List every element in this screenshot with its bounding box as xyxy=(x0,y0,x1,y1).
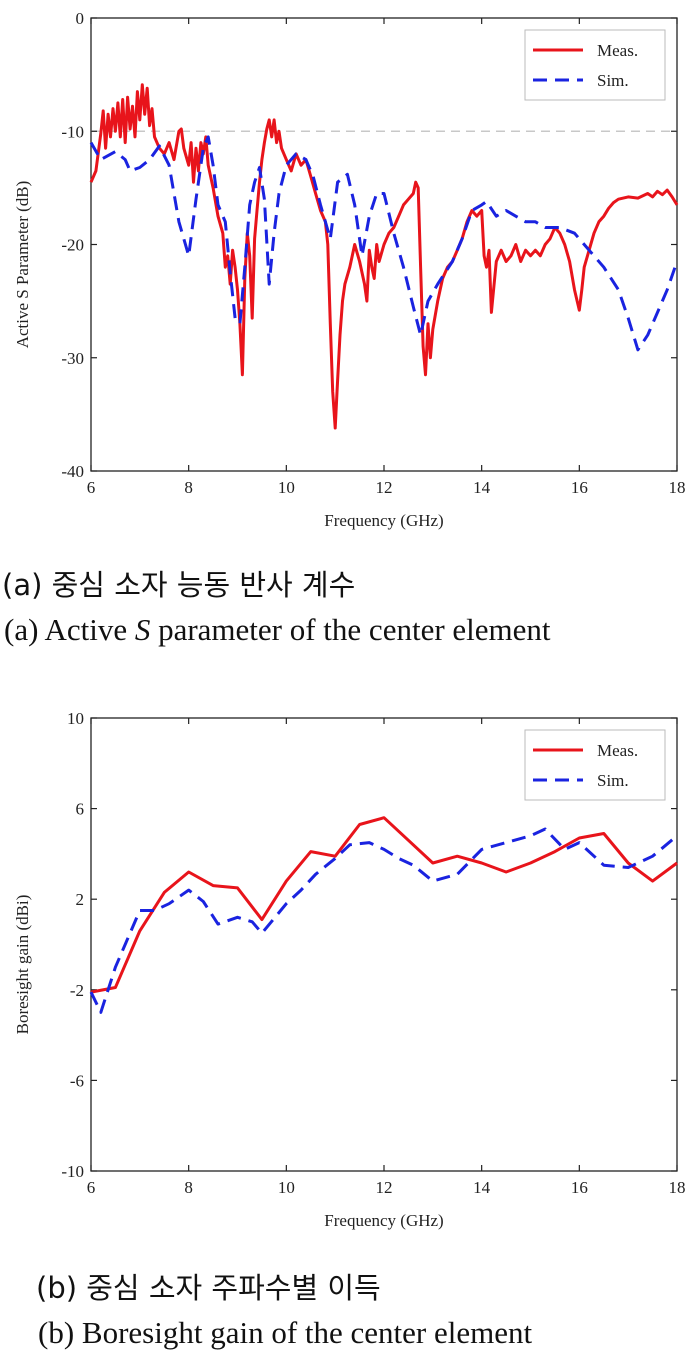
chart-b-xtick-label-18: 18 xyxy=(669,1178,686,1197)
chart-b-series-meas xyxy=(90,816,678,994)
chart-a-xtick-label-6: 6 xyxy=(87,478,96,497)
chart-a-legend-label-0: Meas. xyxy=(597,41,638,60)
chart-b-ytick-label--10: -10 xyxy=(61,1162,84,1181)
chart-a-series-sim xyxy=(89,135,679,352)
chart-b-xtick-label-6: 6 xyxy=(87,1178,96,1197)
chart-a-xtick-label-14: 14 xyxy=(473,478,491,497)
chart-b-ytick-label--6: -6 xyxy=(70,1071,84,1090)
caption-a-english-prefix: (a) Active xyxy=(4,612,135,647)
caption-a-english-italic-s: S xyxy=(134,612,151,647)
chart-b-xtick-label-8: 8 xyxy=(184,1178,193,1197)
chart-a-xtick-label-10: 10 xyxy=(278,478,295,497)
caption-a-english-suffix: parameter of the center element xyxy=(150,612,551,647)
chart-a-xtick-label-12: 12 xyxy=(376,478,393,497)
chart-boresight-gain: 6 8 10 12 14 16 18 10 6 2 -2 -6 -10 Frequency (GHz) Bo… xyxy=(13,709,686,1230)
chart-b-xtick-label-14: 14 xyxy=(473,1178,491,1197)
chart-a-ytick-label-0: 0 xyxy=(76,9,85,28)
chart-a-xtick-label-18: 18 xyxy=(669,478,686,497)
chart-a-xtick-label-16: 16 xyxy=(571,478,588,497)
caption-b-korean: (b) 중심 소자 주파수별 이득 xyxy=(36,1271,381,1305)
chart-b-xlabel: Frequency (GHz) xyxy=(324,1211,443,1230)
chart-b-ytick-label-10: 10 xyxy=(67,709,84,728)
chart-b-legend-label-1: Sim. xyxy=(597,771,629,790)
chart-b-xtick-label-12: 12 xyxy=(376,1178,393,1197)
chart-b-xtick-label-16: 16 xyxy=(571,1178,588,1197)
chart-a-legend-box xyxy=(524,29,666,101)
chart-b-legend-box xyxy=(524,729,666,801)
chart-a-legend-label-1: Sim. xyxy=(597,71,629,90)
chart-a-ylabel: Active S Parameter (dB) xyxy=(13,181,32,349)
chart-b-ylabel: Boresight gain (dBi) xyxy=(13,895,32,1035)
chart-a-series-meas xyxy=(89,83,679,430)
caption-a-korean: (a) 중심 소자 능동 반사 계수 xyxy=(2,568,356,602)
chart-b-xtick-label-10: 10 xyxy=(278,1178,295,1197)
caption-a-english: (a) Active S parameter of the center ele… xyxy=(4,612,551,648)
chart-a-xlabel: Frequency (GHz) xyxy=(324,511,443,530)
chart-a-ytick-label--40: -40 xyxy=(61,462,84,481)
chart-b-legend-label-0: Meas. xyxy=(597,741,638,760)
caption-b-english: (b) Boresight gain of the center element xyxy=(38,1315,533,1350)
chart-b-ytick-label-6: 6 xyxy=(76,800,85,819)
chart-a-xtick-label-8: 8 xyxy=(184,478,193,497)
chart-b-ytick-label--2: -2 xyxy=(70,981,84,1000)
chart-b-ytick-label-2: 2 xyxy=(76,890,85,909)
chart-a-ytick-label--10: -10 xyxy=(61,122,84,141)
chart-a-ytick-label--30: -30 xyxy=(61,349,84,368)
chart-a-ytick-label--20: -20 xyxy=(61,236,84,255)
chart-b-series-sim xyxy=(89,827,678,1014)
chart-active-s-parameter: 6 8 10 12 14 16 18 0 -10 -20 -30 -40 Frequency (GHz)… xyxy=(13,9,686,530)
